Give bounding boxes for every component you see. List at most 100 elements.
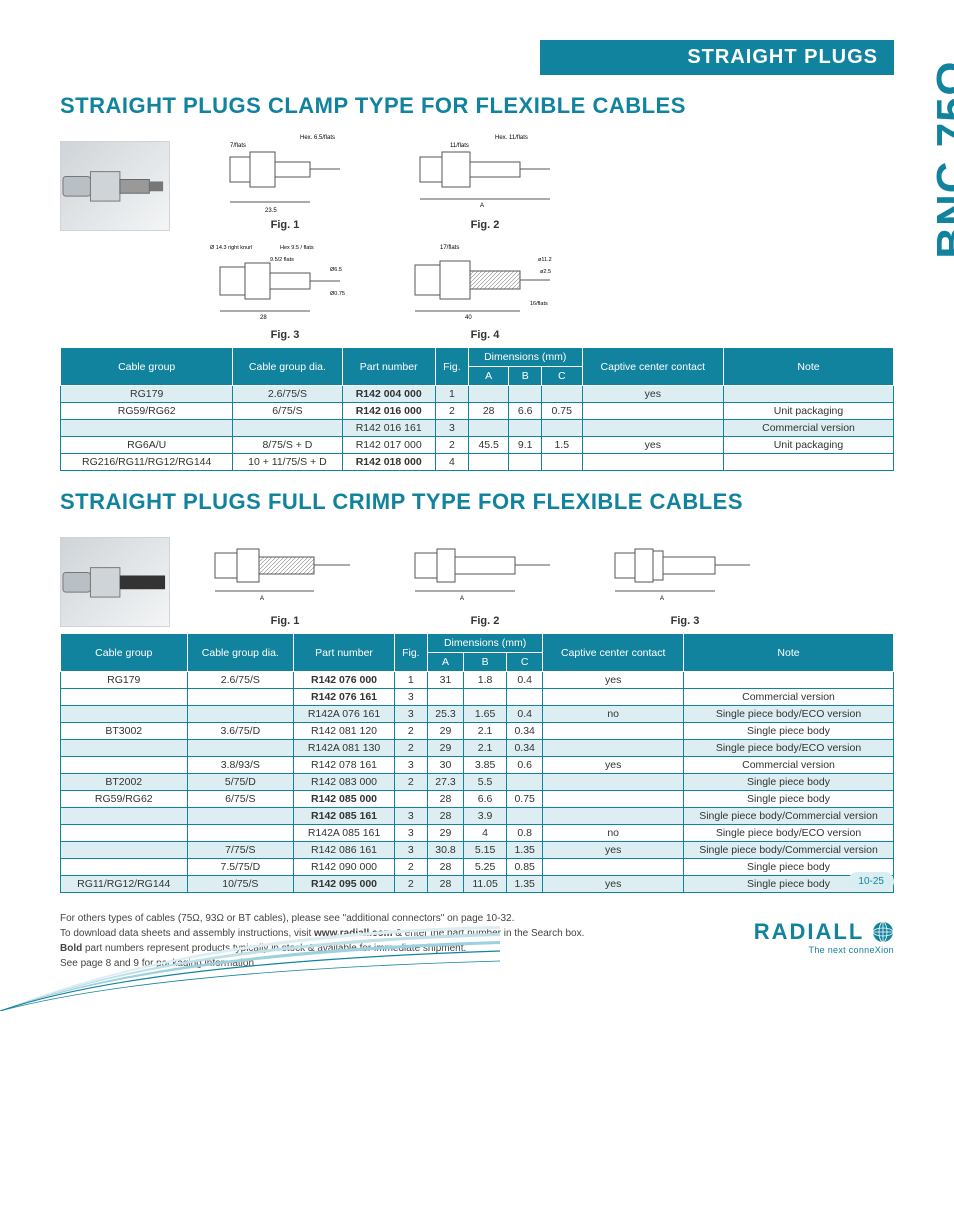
table-cell: 11.05 [464, 876, 507, 893]
fig1-caption: Fig. 1 [271, 219, 300, 231]
table-cell [582, 454, 723, 471]
table-cell: RG11/RG12/RG144 [61, 876, 188, 893]
table-cell [61, 420, 233, 437]
table-cell: 0.8 [506, 825, 542, 842]
table-cell [233, 420, 342, 437]
table-cell: Commercial version [684, 689, 894, 706]
table-cell [509, 420, 542, 437]
table-cell: 1.35 [506, 842, 542, 859]
brand-tagline: The next conneXion [754, 945, 894, 955]
connector-photo-icon [60, 537, 170, 627]
table-cell: 45.5 [468, 437, 509, 454]
th-captive: Captive center contact [582, 348, 723, 386]
svg-text:A: A [660, 596, 664, 602]
section1-figs-row2: Ø 14.3 right knurl Hex 9.5 / flats 9.5/2… [200, 237, 894, 341]
table-cell: 25.3 [427, 706, 463, 723]
table-cell [61, 825, 188, 842]
table-cell: R142 076 000 [294, 672, 395, 689]
table-cell [468, 454, 509, 471]
section2-figs-row: A Fig. 1 A Fig. 2 [60, 523, 894, 627]
fig3-drawing-icon: Ø 14.3 right knurl Hex 9.5 / flats 9.5/2… [200, 237, 370, 327]
table-cell: no [543, 825, 684, 842]
table-cell: BT3002 [61, 723, 188, 740]
table-cell: R142 083 000 [294, 774, 395, 791]
table-cell: 0.34 [506, 723, 542, 740]
table-cell: 5.5 [464, 774, 507, 791]
section1-fig2: Hex. 11/flats 11/flats A Fig. 2 [400, 127, 570, 231]
crimp-fig2-drawing-icon: A [400, 523, 570, 613]
table-cell: 0.34 [506, 740, 542, 757]
crimp-fig3-caption: Fig. 3 [671, 615, 700, 627]
table-cell [543, 723, 684, 740]
table-cell: R142 081 120 [294, 723, 395, 740]
table-row: RG1792.6/75/SR142 004 0001yes [61, 386, 894, 403]
svg-text:ø2.5: ø2.5 [540, 269, 551, 275]
th-cable-group-dia: Cable group dia. [187, 634, 294, 672]
table-cell: 1.8 [464, 672, 507, 689]
table-cell [468, 420, 509, 437]
table-cell: 0.85 [506, 859, 542, 876]
table-cell: 2.6/75/S [187, 672, 294, 689]
th-dimA: A [427, 653, 463, 672]
table-cell [541, 420, 582, 437]
table-cell: 3.85 [464, 757, 507, 774]
fig2-caption: Fig. 2 [471, 219, 500, 231]
table-cell [61, 689, 188, 706]
table-cell: 29 [427, 825, 463, 842]
table-cell: RG6A/U [61, 437, 233, 454]
section1-title: STRAIGHT PLUGS CLAMP TYPE FOR FLEXIBLE C… [60, 93, 894, 119]
table-row: R142 016 1613Commercial version [61, 420, 894, 437]
table-cell: 3 [394, 842, 427, 859]
table-cell: 10/75/S [187, 876, 294, 893]
table-cell: Single piece body [684, 791, 894, 808]
th-dimB: B [509, 367, 542, 386]
table-cell: 28 [468, 403, 509, 420]
table-cell: Commercial version [724, 420, 894, 437]
table-cell [187, 825, 294, 842]
table-cell [543, 689, 684, 706]
table-cell [61, 706, 188, 723]
table-cell [187, 808, 294, 825]
table-row: RG216/RG11/RG12/RG14410 + 11/75/S + DR14… [61, 454, 894, 471]
table-cell: 31 [427, 672, 463, 689]
table-cell: 4 [435, 454, 468, 471]
section2-table: Cable group Cable group dia. Part number… [60, 633, 894, 893]
table-cell: 2 [394, 740, 427, 757]
table-row: RG59/RG626/75/SR142 016 0002286.60.75Uni… [61, 403, 894, 420]
table-cell: 0.75 [506, 791, 542, 808]
svg-text:ø11.2: ø11.2 [538, 257, 552, 263]
table-cell: R142 016 161 [342, 420, 435, 437]
table-cell [464, 689, 507, 706]
svg-text:Ø 14.3 right knurl: Ø 14.3 right knurl [210, 245, 252, 251]
table-cell: Single piece body [684, 723, 894, 740]
table-row: BT20025/75/DR142 083 000227.35.5Single p… [61, 774, 894, 791]
table-cell: RG179 [61, 672, 188, 689]
table-cell: 5/75/D [187, 774, 294, 791]
table-cell: 3 [394, 808, 427, 825]
table-row: 7.5/75/DR142 090 0002285.250.85Single pi… [61, 859, 894, 876]
svg-text:7/flats: 7/flats [230, 143, 246, 149]
table-cell: 1 [435, 386, 468, 403]
table-cell: R142 018 000 [342, 454, 435, 471]
table-cell: yes [543, 876, 684, 893]
th-dimA: A [468, 367, 509, 386]
th-dimB: B [464, 653, 507, 672]
table-row: R142A 076 161325.31.650.4noSingle piece … [61, 706, 894, 723]
table-cell: R142 085 000 [294, 791, 395, 808]
table-cell [427, 689, 463, 706]
table-row: R142 085 1613283.9Single piece body/Comm… [61, 808, 894, 825]
table-cell: R142A 081 130 [294, 740, 395, 757]
table-cell: 5.25 [464, 859, 507, 876]
table-cell: 2.6/75/S [233, 386, 342, 403]
table-cell: R142 086 161 [294, 842, 395, 859]
svg-text:28: 28 [260, 315, 267, 321]
table-cell: 1.5 [541, 437, 582, 454]
table-cell: Unit packaging [724, 437, 894, 454]
page-number-pill: 10-25 [848, 872, 894, 891]
table-cell: 3 [394, 825, 427, 842]
table-cell: 6.6 [509, 403, 542, 420]
table-cell: 28 [427, 808, 463, 825]
table-cell: 27.3 [427, 774, 463, 791]
table-row: R142 076 1613Commercial version [61, 689, 894, 706]
crimp-fig3-drawing-icon: A [600, 523, 770, 613]
